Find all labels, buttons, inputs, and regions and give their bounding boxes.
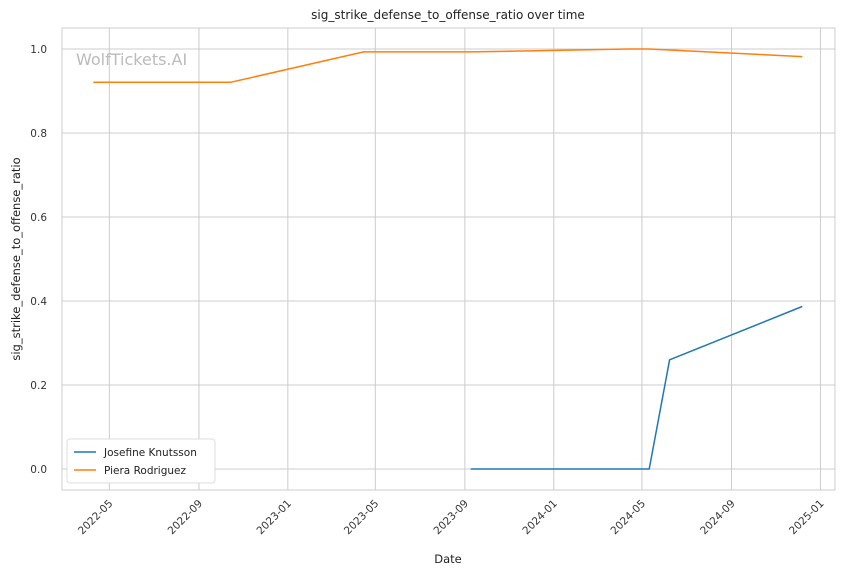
plot-background xyxy=(62,28,835,490)
y-tick-label-2: 0.4 xyxy=(30,296,47,308)
y-tick-label-3: 0.6 xyxy=(30,212,47,224)
series-lines xyxy=(93,48,803,470)
x-tick-labels: 2022-05 2022-09 2023-01 2023-05 2023-09 2024-… xyxy=(76,498,827,538)
legend: Josefine Knutsson Piera Rodriguez xyxy=(66,438,216,484)
series-line-1 xyxy=(93,48,803,83)
x-tick-label-2: 2023-01 xyxy=(254,498,294,538)
x-tick-label-7: 2024-09 xyxy=(698,498,738,538)
x-tick-label-8: 2025-01 xyxy=(787,498,827,538)
x-tick-label-1: 2022-09 xyxy=(166,498,206,538)
series-line-0 xyxy=(470,305,803,470)
x-tick-label-3: 2023-05 xyxy=(342,498,382,538)
chart-title: sig_strike_defense_to_offense_ratio over… xyxy=(311,8,585,22)
watermark: WolfTickets.AI xyxy=(76,50,187,69)
x-tick-label-0: 2022-05 xyxy=(76,498,116,538)
y-tick-label-5: 1.0 xyxy=(30,44,47,56)
y-tick-label-0: 0.0 xyxy=(30,464,47,476)
x-tick-label-5: 2024-01 xyxy=(520,498,560,538)
y-axis-label: sig_strike_defense_to_offense_ratio xyxy=(9,157,23,360)
y-tick-labels: 0.0 0.2 0.4 0.6 0.8 1.0 xyxy=(30,44,47,476)
x-tick-label-4: 2023-09 xyxy=(432,498,472,538)
legend-label-0: Josefine Knutsson xyxy=(103,447,197,459)
y-tick-label-1: 0.2 xyxy=(30,380,47,392)
grid-lines xyxy=(62,28,835,490)
x-tick-label-6: 2024-05 xyxy=(609,498,649,538)
plot-frame xyxy=(61,27,836,491)
legend-box xyxy=(66,438,216,484)
x-axis-label: Date xyxy=(434,552,462,566)
legend-label-1: Piera Rodriguez xyxy=(104,465,186,477)
y-tick-label-4: 0.8 xyxy=(30,128,47,140)
